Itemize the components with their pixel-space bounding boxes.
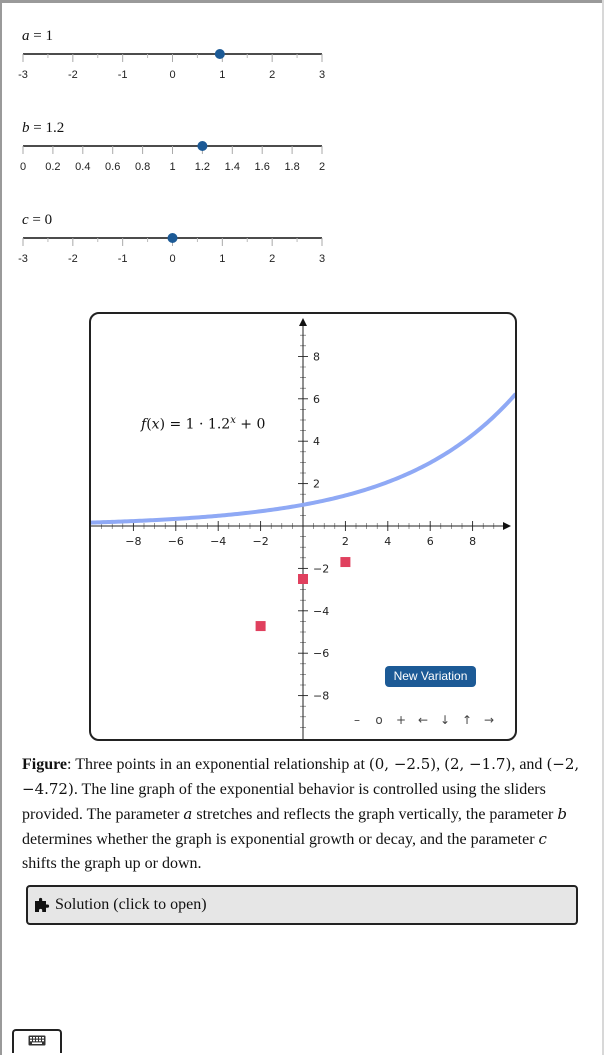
slider-tick-label: 0.2 (45, 161, 60, 173)
slider-a: a = 1 -3 -2 -1 0 1 2 3 (18, 26, 325, 81)
y-tick-label: 8 (313, 350, 320, 363)
slider-tick-label: 3 (319, 253, 325, 265)
slider-tick-label: -1 (118, 253, 128, 265)
zoom-reset-button[interactable]: o (375, 713, 383, 727)
y-tick-label: 4 (313, 435, 320, 448)
slider-b: b = 1.2 0 0.2 0.4 0.6 0.8 1 1.2 1.4 1.6 1.8 2 (20, 118, 325, 173)
x-tick-label: 6 (427, 535, 434, 548)
keyboard-toggle-button[interactable] (12, 1029, 62, 1053)
x-tick-label: 8 (469, 535, 476, 548)
x-tick-label: −2 (252, 535, 268, 548)
slider-tick-label: 1 (169, 161, 175, 173)
puzzle-icon (34, 897, 50, 913)
slider-tick-label: 3 (319, 69, 325, 81)
y-tick-label: 2 (313, 478, 320, 491)
zoom-out-button[interactable]: – (354, 713, 360, 727)
slider-knob[interactable] (197, 141, 208, 151)
formula-label: f(x) = 1 · 1.2x + 0 (141, 415, 266, 433)
slider-tick-label: 0.8 (135, 161, 150, 173)
graph-board[interactable]: −8 −6 −4 −2 2 4 6 8 8 6 4 2 −2 −4 −6 −8 f(x) = 1 · 1.2x… (89, 312, 517, 741)
slider-tick-label: -2 (68, 253, 78, 265)
figure-caption: Figure: Three points in an exponential r… (22, 755, 580, 872)
slider-tick-label: 1.6 (255, 161, 270, 173)
slider-tick-label: 1 (219, 69, 225, 81)
slider-tick-label: -1 (118, 69, 128, 81)
slider-tick-label: -3 (18, 69, 28, 81)
slider-tick-label: -2 (68, 69, 78, 81)
solution-toggle[interactable]: Solution (click to open) (26, 885, 578, 925)
graph-canvas[interactable]: −8 −6 −4 −2 2 4 6 8 8 6 4 2 −2 −4 −6 −8 (91, 314, 515, 739)
data-point[interactable] (340, 557, 351, 568)
y-axis-arrow (299, 318, 307, 326)
slider-b-track[interactable]: 0 0.2 0.4 0.6 0.8 1 1.2 1.4 1.6 1.8 2 (20, 134, 332, 184)
slider-knob[interactable] (167, 233, 178, 243)
slider-knob[interactable] (214, 49, 225, 59)
slider-b-label: b = 1.2 (22, 120, 65, 136)
slider-tick-label: 2 (319, 161, 325, 173)
y-tick-label: 6 (313, 393, 320, 406)
data-point[interactable] (298, 574, 308, 584)
y-tick-label: −6 (313, 647, 329, 660)
slider-tick-label: 2 (269, 253, 275, 265)
y-tick-label: −2 (313, 562, 329, 575)
slider-a-track[interactable]: -3 -2 -1 0 1 2 3 (18, 42, 332, 92)
graph-nav-bar: – o + ← ↓ ↑ → (346, 713, 500, 733)
pan-left-button[interactable]: ← (417, 713, 429, 727)
exponential-curve (91, 392, 515, 525)
slider-tick-label: 0.4 (75, 161, 90, 173)
slider-tick-label: 0 (20, 161, 26, 173)
new-variation-button[interactable]: New Variation (385, 666, 476, 687)
slider-tick-label: 1 (219, 253, 225, 265)
pan-down-button[interactable]: ↓ (439, 713, 451, 727)
slider-tick-label: 1.2 (195, 161, 210, 173)
x-tick-label: 2 (342, 535, 349, 548)
x-tick-label: 4 (384, 535, 391, 548)
slider-a-label: a = 1 (22, 28, 53, 44)
y-tick-label: −4 (313, 605, 329, 618)
zoom-in-button[interactable]: + (395, 713, 407, 727)
slider-tick-label: 1.4 (225, 161, 240, 173)
pan-right-button[interactable]: → (483, 713, 495, 727)
x-tick-label: −8 (125, 535, 141, 548)
slider-tick-label: 0 (169, 69, 175, 81)
x-tick-label: −6 (168, 535, 184, 548)
pan-up-button[interactable]: ↑ (461, 713, 473, 727)
window-top-border (0, 0, 604, 3)
data-point[interactable] (255, 621, 266, 632)
slider-tick-label: 2 (269, 69, 275, 81)
x-tick-label: −4 (210, 535, 226, 548)
y-tick-label: −8 (313, 690, 329, 703)
slider-tick-label: -3 (18, 253, 28, 265)
window-right-border (602, 0, 604, 1055)
slider-c-label: c = 0 (22, 212, 53, 228)
solution-label: Solution (click to open) (55, 896, 207, 913)
slider-c-track[interactable]: -3 -2 -1 0 1 2 3 (18, 226, 332, 276)
window-left-border (0, 0, 2, 1055)
slider-tick-label: 1.8 (284, 161, 299, 173)
x-axis-arrow (503, 522, 511, 530)
slider-tick-label: 0.6 (105, 161, 120, 173)
slider-c: c = 0 -3 -2 -1 0 1 2 3 (18, 210, 325, 265)
slider-tick-label: 0 (169, 253, 175, 265)
keyboard-icon (28, 1033, 46, 1051)
